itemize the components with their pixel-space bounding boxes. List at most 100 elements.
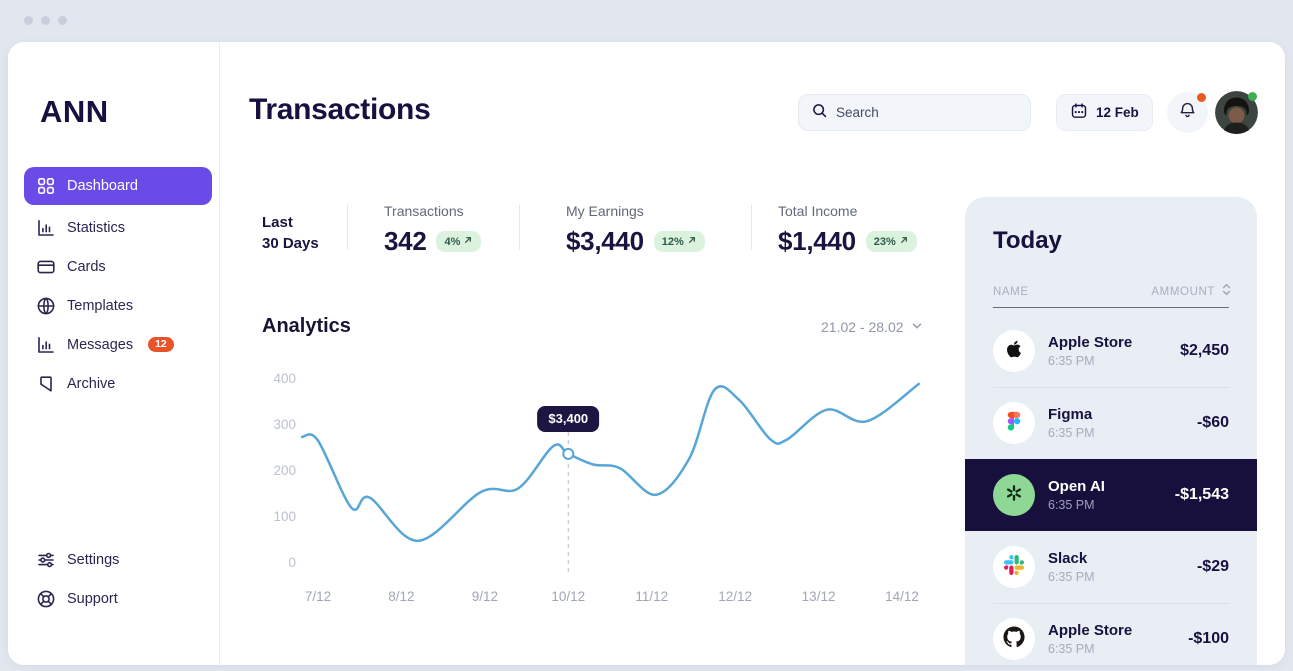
stat-change-value: 12% bbox=[661, 235, 684, 248]
openai-icon bbox=[1003, 482, 1025, 509]
merchant-logo-circle bbox=[993, 474, 1035, 516]
transaction-row-slack[interactable]: Slack 6:35 PM -$29 bbox=[965, 531, 1257, 603]
date-range-label: 21.02 - 28.02 bbox=[821, 319, 904, 335]
bar-chart-icon bbox=[36, 218, 56, 238]
sidebar-item-messages[interactable]: Messages 12 bbox=[24, 325, 212, 364]
transaction-amount: -$60 bbox=[1196, 414, 1229, 431]
transaction-time: 6:35 PM bbox=[1048, 570, 1095, 584]
x-axis-label: 13/12 bbox=[802, 589, 836, 604]
stat-card-transactions: Transactions 342 4% bbox=[384, 203, 482, 257]
stat-label: Transactions bbox=[384, 203, 464, 219]
arrow-up-right-icon bbox=[463, 235, 473, 248]
user-avatar[interactable] bbox=[1215, 91, 1258, 134]
merchant-logo-circle bbox=[993, 402, 1035, 444]
search-input[interactable] bbox=[836, 105, 1018, 120]
search-box bbox=[798, 94, 1031, 131]
merchant-logo-circle bbox=[993, 546, 1035, 588]
sidebar-nav: Dashboard Statistics Cards Templates Message… bbox=[24, 167, 212, 403]
date-picker-button[interactable]: 12 Feb bbox=[1056, 94, 1153, 131]
chevron-down-icon bbox=[911, 319, 923, 335]
sidebar-item-cards[interactable]: Cards bbox=[24, 247, 212, 286]
sidebar-item-label: Templates bbox=[67, 297, 134, 314]
sidebar-footer-nav: Settings Support bbox=[24, 540, 212, 618]
transaction-row-open-ai[interactable]: Open AI 6:35 PM -$1,543 bbox=[965, 459, 1257, 531]
transaction-name: Apple Store bbox=[1048, 334, 1133, 351]
transaction-amount: $2,450 bbox=[1180, 342, 1229, 359]
stat-card-total-income: Total Income $1,440 23% bbox=[778, 203, 917, 257]
today-title: Today bbox=[993, 227, 1062, 254]
y-axis-tick: 400 bbox=[273, 371, 296, 386]
line-series bbox=[300, 382, 920, 543]
stat-card-my-earnings: My Earnings $3,440 12% bbox=[566, 203, 705, 257]
sidebar-item-templates[interactable]: Templates bbox=[24, 286, 212, 325]
date-label: 12 Feb bbox=[1096, 105, 1139, 120]
sliders-icon bbox=[36, 550, 56, 570]
sidebar-item-label: Settings bbox=[67, 551, 120, 568]
stats-period: Last 30 Days bbox=[262, 214, 319, 252]
highlighted-data-point[interactable] bbox=[562, 447, 575, 460]
stat-change-badge: 4% bbox=[436, 231, 482, 252]
github-icon bbox=[1003, 625, 1025, 653]
stat-change-badge: 12% bbox=[653, 231, 705, 252]
app-logo: ANN bbox=[40, 94, 109, 129]
sidebar-item-label: Statistics bbox=[67, 219, 126, 236]
merchant-logo-circle bbox=[993, 618, 1035, 660]
slack-icon bbox=[1004, 554, 1024, 580]
chart-canvas[interactable]: 400 300 200 100 0 7/12 8/12 9/12 10/12 11/12 12/12… bbox=[250, 360, 950, 612]
search-icon bbox=[811, 103, 828, 123]
transaction-time: 6:35 PM bbox=[1048, 642, 1095, 656]
sidebar-item-label: Support bbox=[67, 590, 118, 607]
transaction-row-apple-store[interactable]: Apple Store 6:35 PM $2,450 bbox=[965, 315, 1257, 387]
sidebar-item-archive[interactable]: Archive bbox=[24, 364, 212, 403]
arrow-up-right-icon bbox=[687, 235, 697, 248]
sidebar-item-label: Archive bbox=[67, 375, 116, 392]
analytics-chart[interactable]: $3,400 400 300 200 100 0 7/12 8/12 9/12 10/12 11/… bbox=[250, 360, 950, 612]
sidebar-item-support[interactable]: Support bbox=[24, 579, 212, 618]
stat-value: $3,440 bbox=[566, 226, 644, 256]
apple-icon bbox=[1003, 338, 1025, 365]
lifebuoy-icon bbox=[36, 589, 56, 609]
sidebar-item-settings[interactable]: Settings bbox=[24, 540, 212, 579]
window-dot-3[interactable] bbox=[58, 16, 67, 25]
transaction-row-figma[interactable]: Figma 6:35 PM -$60 bbox=[965, 387, 1257, 459]
online-status-dot bbox=[1248, 92, 1257, 101]
x-axis-label: 8/12 bbox=[388, 589, 414, 604]
stat-label: Total Income bbox=[778, 203, 858, 219]
transaction-row-apple-store[interactable]: Apple Store 6:35 PM -$100 bbox=[965, 603, 1257, 665]
sort-icon bbox=[1220, 283, 1233, 301]
x-axis-label: 10/12 bbox=[551, 589, 585, 604]
stats-divider bbox=[751, 205, 752, 250]
x-axis-label: 9/12 bbox=[472, 589, 498, 604]
column-name: NAME bbox=[993, 286, 1029, 298]
column-amount-sort[interactable]: AMMOUNT bbox=[1151, 283, 1233, 301]
date-range-dropdown[interactable]: 21.02 - 28.02 bbox=[821, 319, 923, 335]
figma-icon bbox=[1004, 411, 1024, 436]
transaction-name: Slack bbox=[1048, 550, 1088, 567]
x-axis-label: 14/12 bbox=[885, 589, 919, 604]
notifications-button[interactable] bbox=[1167, 92, 1208, 133]
stat-label: My Earnings bbox=[566, 203, 644, 219]
search-icon bbox=[811, 102, 828, 124]
sidebar-item-label: Dashboard bbox=[67, 178, 138, 194]
transaction-name: Open AI bbox=[1048, 478, 1105, 495]
window-dot-1[interactable] bbox=[24, 16, 33, 25]
transaction-amount: -$1,543 bbox=[1174, 486, 1229, 503]
y-axis-tick: 200 bbox=[273, 463, 296, 478]
stat-value: $1,440 bbox=[778, 226, 856, 256]
globe-icon bbox=[36, 296, 56, 316]
calendar-icon bbox=[1070, 102, 1088, 123]
transaction-info: Figma 6:35 PM bbox=[1048, 406, 1095, 440]
stat-value: 342 bbox=[384, 226, 427, 256]
y-axis-tick: 300 bbox=[273, 417, 296, 432]
transaction-list: Apple Store 6:35 PM $2,450 Figma 6:35 PM -$60… bbox=[965, 315, 1257, 665]
credit-card-icon bbox=[36, 257, 56, 277]
y-axis-tick: 0 bbox=[288, 555, 296, 570]
column-amount: AMMOUNT bbox=[1151, 286, 1215, 298]
window-dot-2[interactable] bbox=[41, 16, 50, 25]
stat-change-value: 23% bbox=[873, 235, 896, 248]
bar-chart-icon bbox=[36, 335, 56, 355]
sidebar-item-statistics[interactable]: Statistics bbox=[24, 208, 212, 247]
bell-icon bbox=[1178, 102, 1197, 124]
sidebar-item-dashboard[interactable]: Dashboard bbox=[24, 167, 212, 205]
